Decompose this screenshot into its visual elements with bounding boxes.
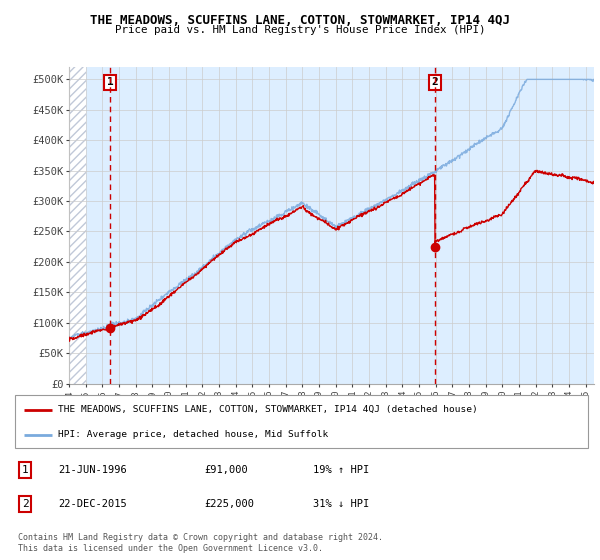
Text: £225,000: £225,000	[204, 500, 254, 509]
FancyBboxPatch shape	[15, 395, 588, 448]
Text: £91,000: £91,000	[204, 465, 248, 475]
Text: Contains HM Land Registry data © Crown copyright and database right 2024.
This d: Contains HM Land Registry data © Crown c…	[18, 533, 383, 553]
Text: THE MEADOWS, SCUFFINS LANE, COTTON, STOWMARKET, IP14 4QJ (detached house): THE MEADOWS, SCUFFINS LANE, COTTON, STOW…	[58, 405, 478, 414]
Text: THE MEADOWS, SCUFFINS LANE, COTTON, STOWMARKET, IP14 4QJ: THE MEADOWS, SCUFFINS LANE, COTTON, STOW…	[90, 14, 510, 27]
Text: 2: 2	[22, 500, 29, 509]
Text: 1: 1	[22, 465, 29, 475]
Bar	[69, 67, 86, 384]
Text: 2: 2	[432, 77, 439, 87]
Text: HPI: Average price, detached house, Mid Suffolk: HPI: Average price, detached house, Mid …	[58, 430, 328, 439]
Text: 22-DEC-2015: 22-DEC-2015	[58, 500, 127, 509]
Text: 19% ↑ HPI: 19% ↑ HPI	[313, 465, 369, 475]
Text: 21-JUN-1996: 21-JUN-1996	[58, 465, 127, 475]
Text: 1: 1	[107, 77, 113, 87]
Text: Price paid vs. HM Land Registry's House Price Index (HPI): Price paid vs. HM Land Registry's House …	[115, 25, 485, 35]
Text: 31% ↓ HPI: 31% ↓ HPI	[313, 500, 369, 509]
